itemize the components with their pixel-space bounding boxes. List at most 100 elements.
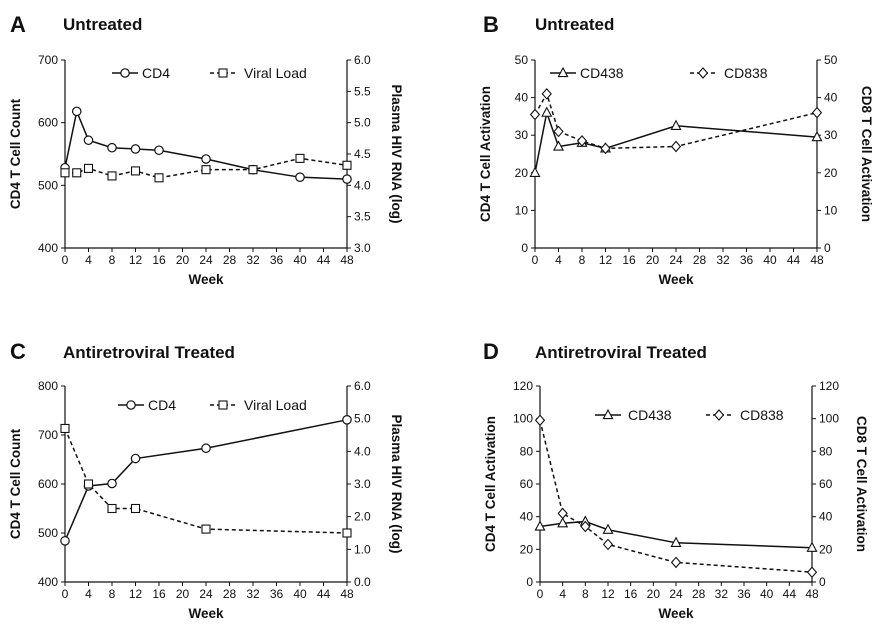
x-tick-label: 0	[62, 253, 69, 267]
y-tick-label: 40	[515, 91, 529, 105]
y2-tick-label: 40	[819, 510, 833, 524]
x-tick-label: 36	[270, 253, 284, 267]
legend-marker	[120, 68, 130, 78]
x-tick-label: 0	[537, 587, 544, 601]
y-tick-label: 600	[38, 116, 58, 130]
x-axis-title: Week	[188, 606, 224, 621]
series-line-cd4	[64, 108, 348, 180]
data-point	[602, 538, 614, 551]
x-tick-label: 4	[559, 587, 566, 601]
x-tick-label: 20	[176, 253, 190, 267]
data-point	[130, 503, 141, 514]
x-tick-label: 16	[624, 587, 638, 601]
data-point	[670, 556, 682, 569]
y2-tick-label: 50	[824, 53, 838, 67]
data-point	[529, 108, 541, 121]
x-tick-label: 32	[246, 587, 260, 601]
x-tick-label: 16	[152, 253, 166, 267]
series-line-cd438	[539, 520, 813, 549]
y-tick-label: 0	[526, 575, 533, 589]
y-tick-label: 30	[515, 128, 529, 142]
y-axis-title: CD4 T Cell Activation	[483, 416, 498, 552]
data-point	[670, 536, 682, 547]
legend-label: CD838	[740, 407, 784, 423]
y-tick-label: 60	[520, 477, 534, 491]
series-line-cd838	[539, 420, 813, 573]
data-point	[130, 166, 141, 176]
panel-label: A	[10, 12, 26, 37]
x-tick-label: 8	[582, 587, 589, 601]
y-tick-label: 700	[38, 428, 58, 442]
data-point	[342, 160, 352, 170]
x-tick-label: 24	[669, 253, 683, 267]
data-point	[107, 142, 117, 153]
x-tick-label: 36	[740, 253, 754, 267]
y-tick-label: 700	[38, 53, 58, 67]
y-tick-label: 80	[520, 444, 534, 458]
panel-label: C	[10, 339, 26, 364]
x-axis-title: Week	[188, 272, 224, 287]
legend-marker	[218, 68, 228, 78]
x-tick-label: 28	[693, 253, 707, 267]
series-line-viral-load	[65, 157, 348, 179]
legend-marker	[602, 408, 614, 420]
y2-tick-label: 80	[819, 444, 833, 458]
x-tick-label: 12	[601, 587, 615, 601]
panel-title: Untreated	[63, 15, 142, 34]
data-point	[295, 153, 305, 163]
legend-label: CD4	[142, 65, 170, 81]
x-tick-label: 20	[176, 587, 190, 601]
data-point	[60, 536, 70, 546]
data-point	[83, 163, 94, 173]
data-point	[541, 106, 553, 117]
legend-marker	[126, 400, 136, 410]
panel-title: Untreated	[535, 15, 614, 34]
panel-title: Antiretroviral Treated	[63, 343, 235, 362]
data-point	[60, 168, 70, 178]
data-point	[154, 145, 164, 156]
legend-marker	[713, 409, 725, 421]
x-tick-label: 8	[109, 587, 116, 601]
y-axis-title: CD4 T Cell Count	[8, 428, 23, 539]
x-tick-label: 40	[763, 253, 777, 267]
y-tick-label: 40	[520, 510, 534, 524]
x-tick-label: 48	[340, 587, 354, 601]
data-point	[811, 130, 823, 142]
x-tick-label: 44	[787, 253, 801, 267]
data-point	[541, 88, 552, 100]
y2-tick-label: 4.0	[354, 444, 371, 458]
data-point	[130, 453, 141, 464]
legend-label: CD4	[148, 397, 176, 413]
y-tick-label: 20	[520, 542, 534, 556]
y2-tick-label: 3.0	[354, 241, 371, 255]
x-tick-label: 24	[669, 587, 683, 601]
data-point	[295, 172, 305, 182]
y2-tick-label: 20	[819, 542, 833, 556]
y-axis-title: CD4 T Cell Activation	[478, 86, 493, 222]
data-point	[60, 423, 70, 434]
x-tick-label: 32	[246, 253, 260, 267]
y2-tick-label: 6.0	[354, 379, 371, 393]
y2-tick-label: 2.0	[354, 510, 371, 524]
y2-tick-label: 0	[819, 575, 826, 589]
legend-marker	[557, 66, 569, 78]
x-axis-title: Week	[658, 606, 694, 621]
y-tick-label: 500	[38, 526, 58, 540]
x-tick-label: 28	[223, 253, 237, 267]
data-point	[529, 166, 541, 177]
x-tick-label: 24	[199, 587, 213, 601]
y-tick-label: 100	[513, 412, 533, 426]
y2-tick-label: 100	[819, 412, 839, 426]
x-tick-label: 48	[810, 253, 824, 267]
y2-tick-label: 4.0	[354, 178, 371, 192]
legend-label: Viral Load	[244, 65, 307, 81]
y-tick-label: 120	[513, 379, 533, 393]
data-point	[670, 119, 682, 130]
y2-tick-label: 5.5	[354, 84, 371, 98]
data-point	[201, 443, 211, 454]
y2-tick-label: 3.5	[354, 210, 371, 224]
data-point	[534, 520, 546, 531]
